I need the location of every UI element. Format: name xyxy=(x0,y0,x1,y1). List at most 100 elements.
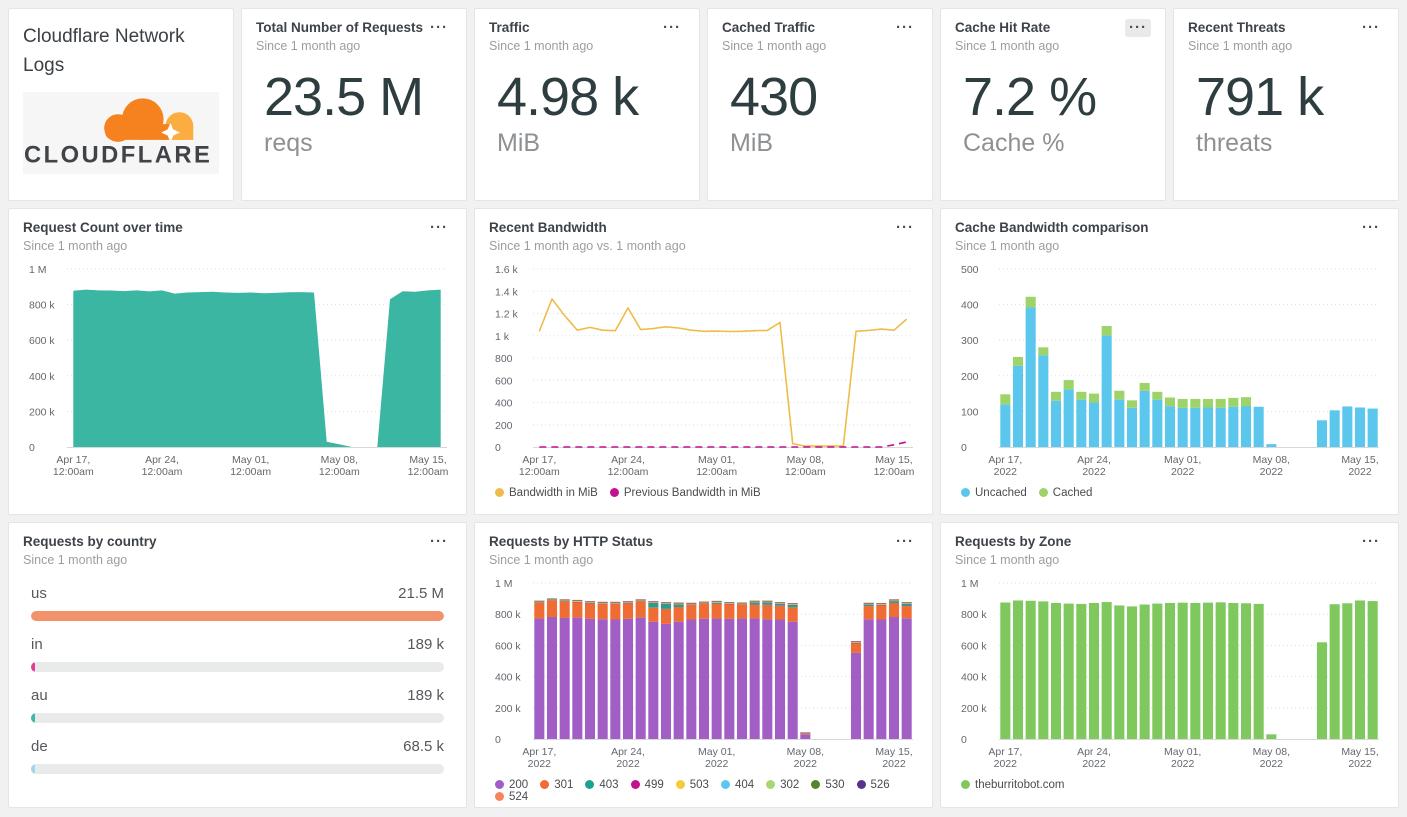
svg-text:May 01,: May 01, xyxy=(232,454,269,466)
svg-text:0: 0 xyxy=(961,442,967,454)
legend-label: 404 xyxy=(734,778,755,791)
dashboard-title: Cloudflare Network Logs xyxy=(23,26,185,76)
panel-subtitle: Since 1 month ago xyxy=(1188,38,1293,53)
panel-menu-icon[interactable]: ··· xyxy=(430,19,448,36)
panel-cloudflare-network-logs: Cloudflare Network Logs CLOUDFLARE xyxy=(8,8,234,201)
panel-title: Total Number of Requests xyxy=(256,20,424,35)
chart-legend xyxy=(23,479,452,487)
legend-label: 524 xyxy=(509,790,529,803)
svg-text:2022: 2022 xyxy=(528,758,552,770)
stat-value: 4.98 k xyxy=(497,66,639,127)
panel-menu-icon[interactable]: ··· xyxy=(663,19,681,36)
svg-text:Apr 17,: Apr 17, xyxy=(522,454,556,466)
svg-text:400 k: 400 k xyxy=(495,671,521,683)
svg-text:800 k: 800 k xyxy=(29,299,55,311)
legend-label: 499 xyxy=(644,778,664,791)
legend-color-dot xyxy=(495,792,504,802)
panel-menu-icon[interactable]: ··· xyxy=(1125,19,1151,37)
svg-text:Apr 17,: Apr 17, xyxy=(56,454,90,466)
panel-title: Requests by HTTP Status xyxy=(489,534,654,549)
svg-text:Apr 24,: Apr 24, xyxy=(1077,746,1111,758)
legend-item[interactable]: 524 xyxy=(495,791,528,803)
legend-item[interactable]: 530 xyxy=(811,778,845,791)
svg-text:300: 300 xyxy=(961,335,979,347)
panel-menu-icon[interactable]: ··· xyxy=(1362,19,1380,36)
legend-label: 526 xyxy=(870,778,890,791)
svg-text:May 08,: May 08, xyxy=(1253,454,1290,466)
legend-item[interactable]: 403 xyxy=(585,779,619,791)
svg-text:600: 600 xyxy=(495,375,513,387)
panel-cached-traffic: Cached Traffic Since 1 month ago ··· 430… xyxy=(707,8,933,201)
panel-menu-icon[interactable]: ··· xyxy=(1362,533,1380,550)
requests-by-country-gauge: us 21.5 M in 189 k au 189 k de 68.5 k xyxy=(23,567,452,774)
http-status-chart: 1 M 800 k 600 k 400 k 200 k 0 Apr 17, 2022 Apr 2… xyxy=(489,575,918,771)
svg-text:1 k: 1 k xyxy=(495,330,510,342)
chart-legend: 200 301 403 499 503 404 302 530 526 524 xyxy=(489,771,918,803)
stat-value: 7.2 % xyxy=(963,66,1097,127)
svg-text:200: 200 xyxy=(495,419,513,431)
panel-subtitle: Since 1 month ago vs. 1 month ago xyxy=(489,238,686,253)
svg-text:400 k: 400 k xyxy=(961,671,987,683)
svg-text:2022: 2022 xyxy=(882,758,906,770)
legend-item[interactable]: 404 xyxy=(720,778,755,791)
svg-text:800: 800 xyxy=(495,353,513,365)
legend-item[interactable]: Uncached xyxy=(961,487,1027,499)
legend-color-dot xyxy=(630,780,640,790)
svg-text:12:00am: 12:00am xyxy=(696,466,737,478)
legend-color-dot xyxy=(1038,488,1048,498)
legend-item[interactable]: 499 xyxy=(630,778,664,791)
panel-title: Requests by Zone xyxy=(955,534,1072,549)
panel-title: Recent Threats xyxy=(1188,20,1286,35)
legend-item[interactable]: 301 xyxy=(540,779,573,791)
panel-menu-icon[interactable]: ··· xyxy=(430,533,448,550)
svg-text:12:00am: 12:00am xyxy=(230,466,271,478)
svg-text:May 08,: May 08, xyxy=(787,746,824,758)
svg-text:Apr 24,: Apr 24, xyxy=(611,746,645,758)
svg-text:600 k: 600 k xyxy=(495,640,521,652)
panel-request-count-over-time: Request Count over time Since 1 month ag… xyxy=(8,208,467,515)
svg-text:200 k: 200 k xyxy=(961,702,987,714)
legend-label: 301 xyxy=(554,778,574,791)
panel-menu-icon[interactable]: ··· xyxy=(430,219,448,236)
svg-text:2022: 2022 xyxy=(705,758,729,770)
legend-label: 530 xyxy=(825,778,845,791)
legend-item[interactable]: 503 xyxy=(675,778,709,791)
svg-text:Apr 24,: Apr 24, xyxy=(1077,454,1111,466)
legend-label: 503 xyxy=(689,778,709,791)
legend-color-dot xyxy=(495,488,504,498)
svg-text:600 k: 600 k xyxy=(961,640,987,652)
panel-requests-by-http-status: Requests by HTTP Status Since 1 month ag… xyxy=(474,522,933,808)
country-value: 189 k xyxy=(407,635,444,653)
svg-text:May 01,: May 01, xyxy=(1164,454,1201,466)
legend-color-dot xyxy=(609,488,619,498)
svg-text:2022: 2022 xyxy=(1082,758,1106,770)
legend-item[interactable]: 200 xyxy=(495,779,528,791)
legend-color-dot xyxy=(766,780,776,790)
panel-menu-icon[interactable]: ··· xyxy=(896,533,914,550)
legend-item[interactable]: theburritobot.com xyxy=(961,779,1065,791)
svg-text:2022: 2022 xyxy=(1171,758,1195,770)
legend-item[interactable]: 526 xyxy=(856,778,890,791)
svg-text:12:00am: 12:00am xyxy=(874,466,915,478)
panel-subtitle: Since 1 month ago xyxy=(23,238,128,253)
legend-item[interactable]: 302 xyxy=(766,779,799,791)
panel-menu-icon[interactable]: ··· xyxy=(1362,219,1380,236)
legend-item[interactable]: Previous Bandwidth in MiB xyxy=(609,487,761,499)
panel-title: Cached Traffic xyxy=(722,20,816,35)
stat-unit: MiB xyxy=(730,129,774,158)
legend-label: Bandwidth in MiB xyxy=(509,486,598,499)
panel-subtitle: Since 1 month ago xyxy=(955,552,1060,567)
svg-text:100: 100 xyxy=(961,406,979,418)
chart-legend: Uncached Cached xyxy=(955,479,1384,499)
legend-item[interactable]: Cached xyxy=(1038,487,1092,499)
svg-text:500: 500 xyxy=(961,264,979,276)
svg-text:May 15,: May 15, xyxy=(409,454,446,466)
panel-menu-icon[interactable]: ··· xyxy=(896,219,914,236)
legend-item[interactable]: Bandwidth in MiB xyxy=(495,487,598,499)
panel-menu-icon[interactable]: ··· xyxy=(896,19,914,36)
svg-text:400: 400 xyxy=(495,397,513,409)
svg-text:12:00am: 12:00am xyxy=(519,466,560,478)
svg-text:May 01,: May 01, xyxy=(698,454,735,466)
svg-text:May 08,: May 08, xyxy=(1253,746,1290,758)
panel-subtitle: Since 1 month ago xyxy=(722,38,827,53)
